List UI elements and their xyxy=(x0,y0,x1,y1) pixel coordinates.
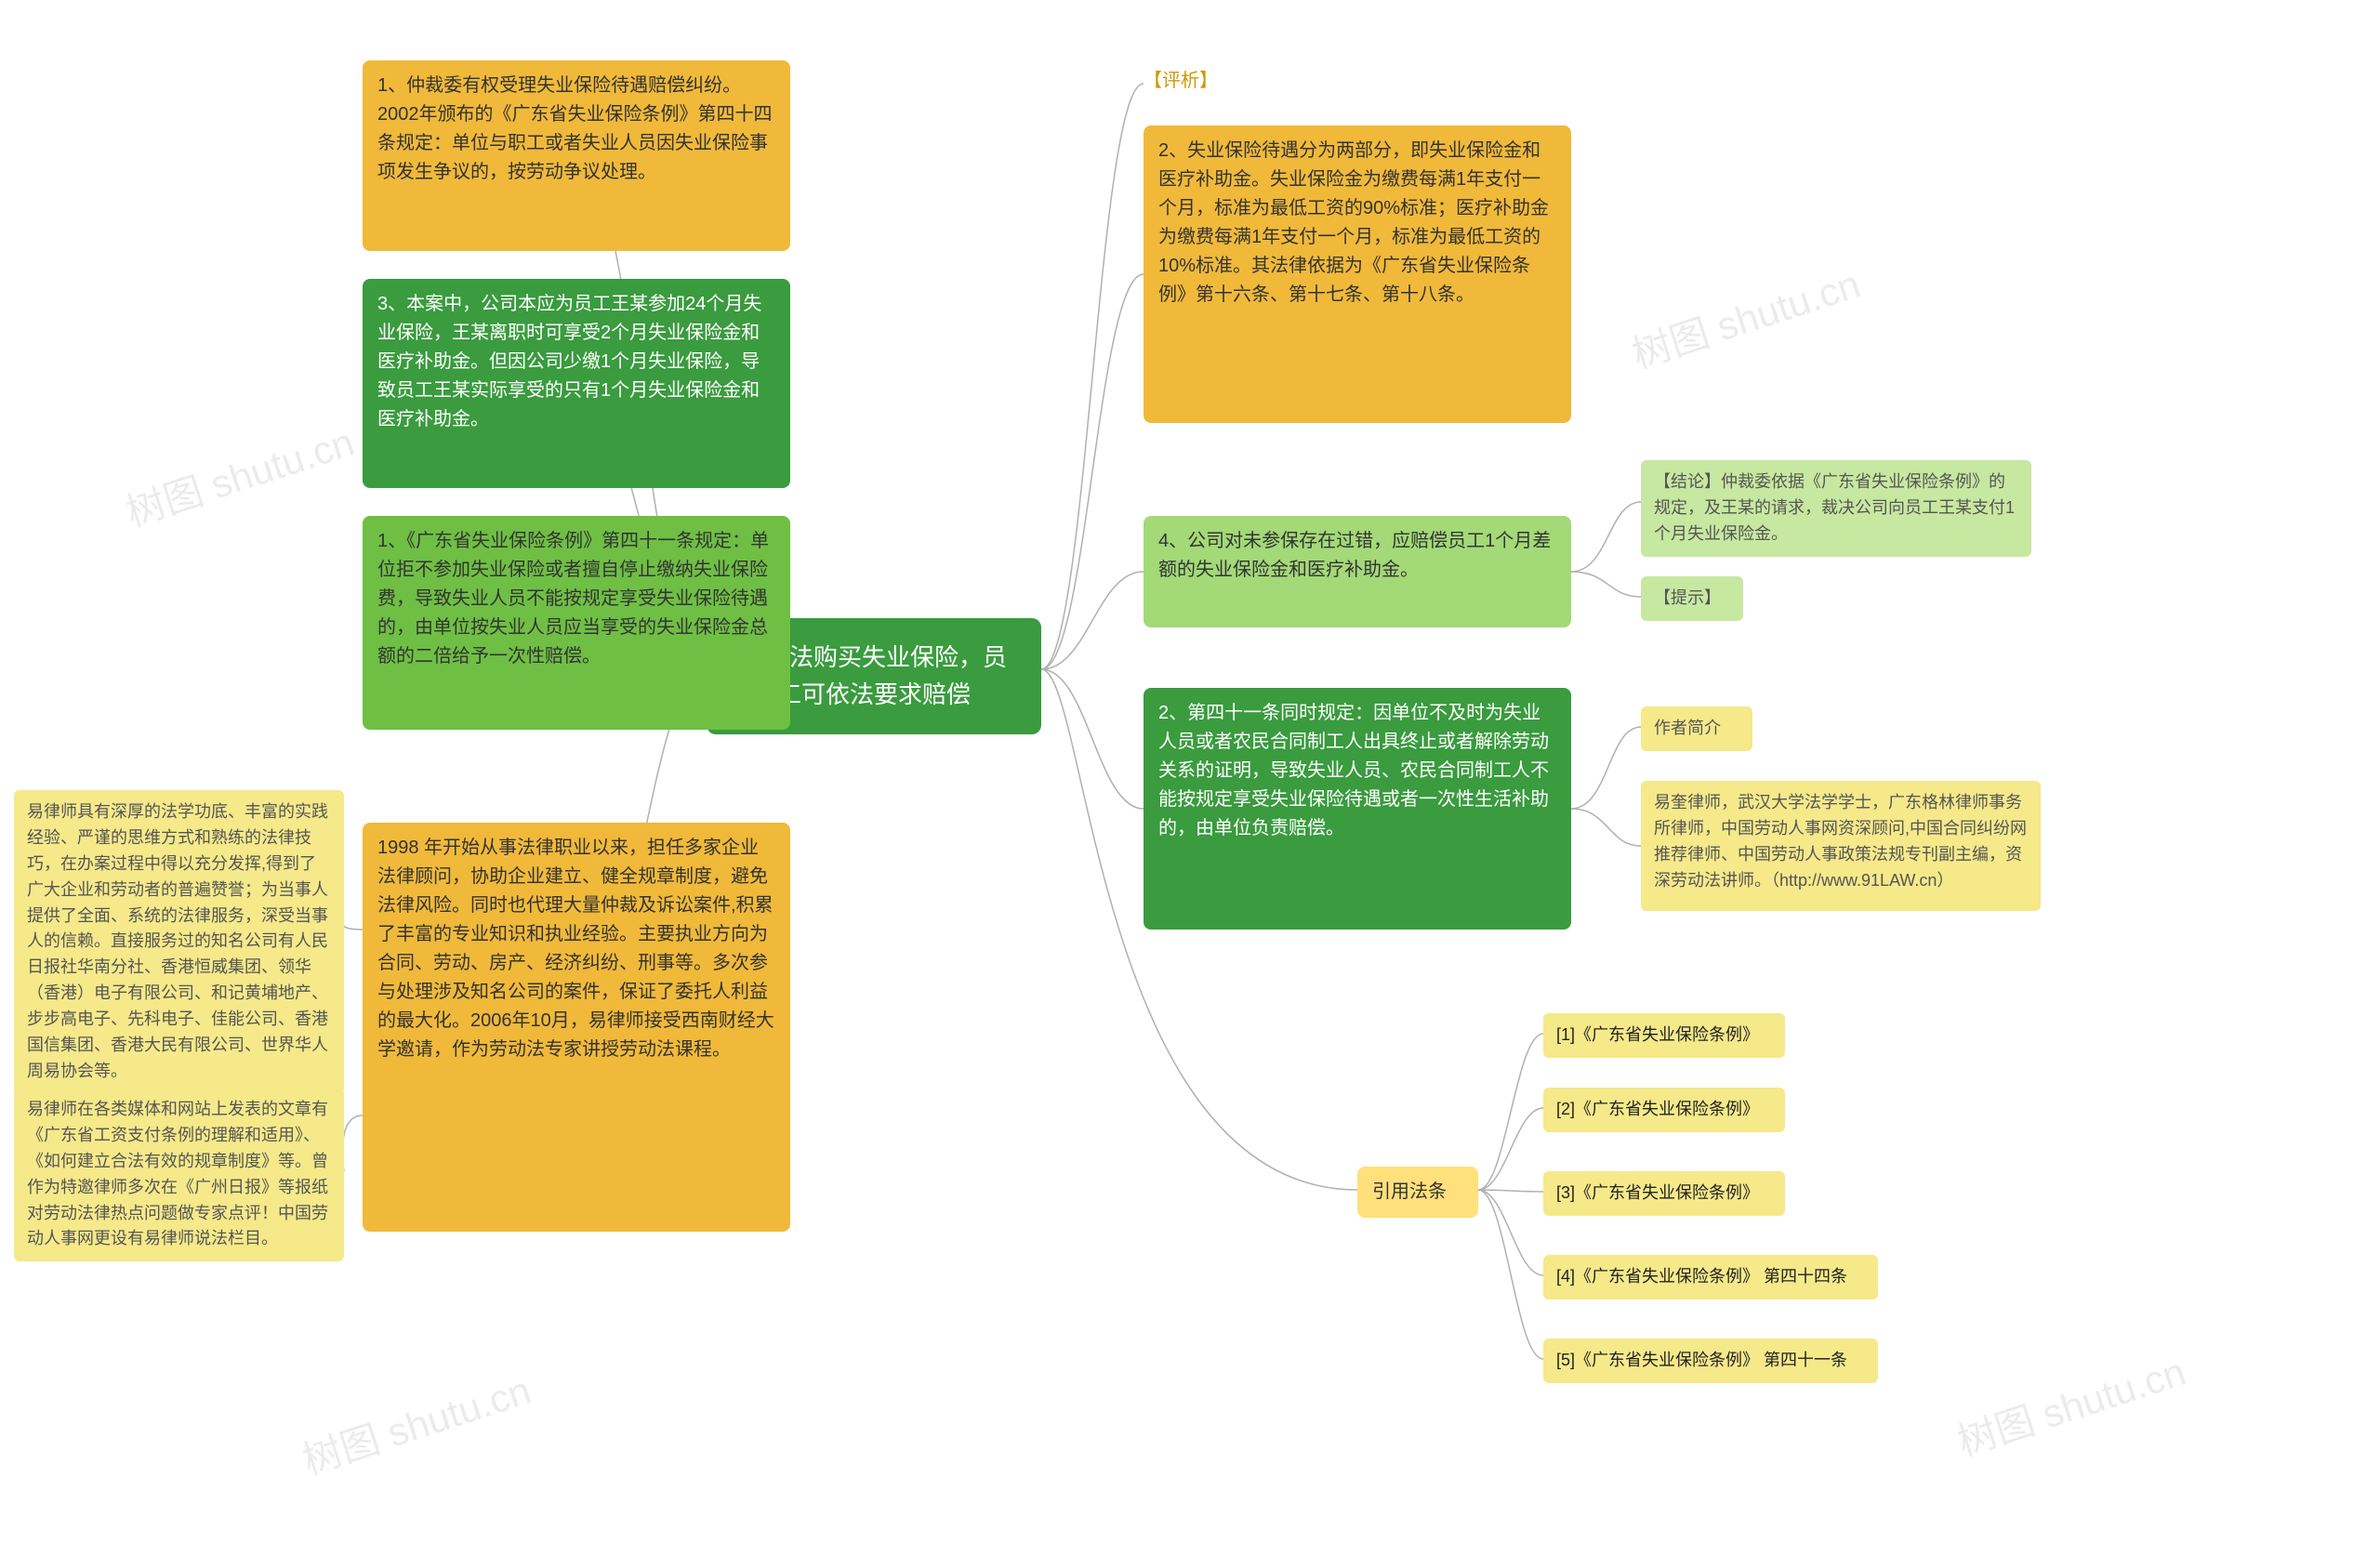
right-node-1: 2、失业保险待遇分为两部分，即失业保险金和医疗补助金。失业保险金为缴费每满1年支… xyxy=(1144,125,1571,423)
citation-4: [4]《广东省失业保险条例》 第四十四条 xyxy=(1543,1255,1878,1300)
left-node-4: 1998 年开始从事法律职业以来，担任多家企业法律顾问，协助企业建立、健全规章制… xyxy=(363,823,790,1232)
right-node-3: 2、第四十一条同时规定：因单位不及时为失业人员或者农民合同制工人出具终止或者解除… xyxy=(1144,688,1571,930)
r3-child-author-bio: 易奎律师，武汉大学法学学士，广东格林律师事务所律师，中国劳动人事网资深顾问,中国… xyxy=(1641,781,2041,911)
right-node-heading: 【评析】 xyxy=(1144,65,1274,102)
watermark-2: 树图 shutu.cn xyxy=(295,1359,537,1486)
left-node-2: 3、本案中，公司本应为员工王某参加24个月失业保险，王某离职时可享受2个月失业保… xyxy=(363,279,790,488)
far-left-node-2: 易律师在各类媒体和网站上发表的文章有《广东省工资支付条例的理解和适用》、《如何建… xyxy=(14,1088,344,1261)
watermark-4: 树图 shutu.cn xyxy=(1950,1340,2192,1468)
r2-child-hint: 【提示】 xyxy=(1641,576,1743,621)
mindmap-canvas: 未依法购买失业保险，员工可依法要求赔偿 1、仲裁委有权受理失业保险待遇赔偿纠纷。… xyxy=(0,0,2380,1557)
right-node-citations-label: 引用法条 xyxy=(1357,1167,1478,1218)
watermark-3: 树图 shutu.cn xyxy=(1624,253,1867,380)
watermark-1: 树图 shutu.cn xyxy=(118,411,361,538)
r3-child-author-label: 作者简介 xyxy=(1641,706,1752,751)
right-node-2: 4、公司对未参保存在过错，应赔偿员工1个月差额的失业保险金和医疗补助金。 xyxy=(1144,516,1571,627)
left-node-3: 1、《广东省失业保险条例》第四十一条规定：单位拒不参加失业保险或者擅自停止缴纳失… xyxy=(363,516,790,730)
far-left-node-1: 易律师具有深厚的法学功底、丰富的实践经验、严谨的思维方式和熟练的法律技巧，在办案… xyxy=(14,790,344,1094)
r2-child-conclusion: 【结论】仲裁委依据《广东省失业保险条例》的规定，及王某的请求，裁决公司向员工王某… xyxy=(1641,460,2031,557)
citation-3: [3]《广东省失业保险条例》 xyxy=(1543,1171,1785,1216)
citation-5: [5]《广东省失业保险条例》 第四十一条 xyxy=(1543,1339,1878,1383)
citation-2: [2]《广东省失业保险条例》 xyxy=(1543,1088,1785,1132)
citation-1: [1]《广东省失业保险条例》 xyxy=(1543,1013,1785,1058)
left-node-1: 1、仲裁委有权受理失业保险待遇赔偿纠纷。2002年颁布的《广东省失业保险条例》第… xyxy=(363,60,790,251)
